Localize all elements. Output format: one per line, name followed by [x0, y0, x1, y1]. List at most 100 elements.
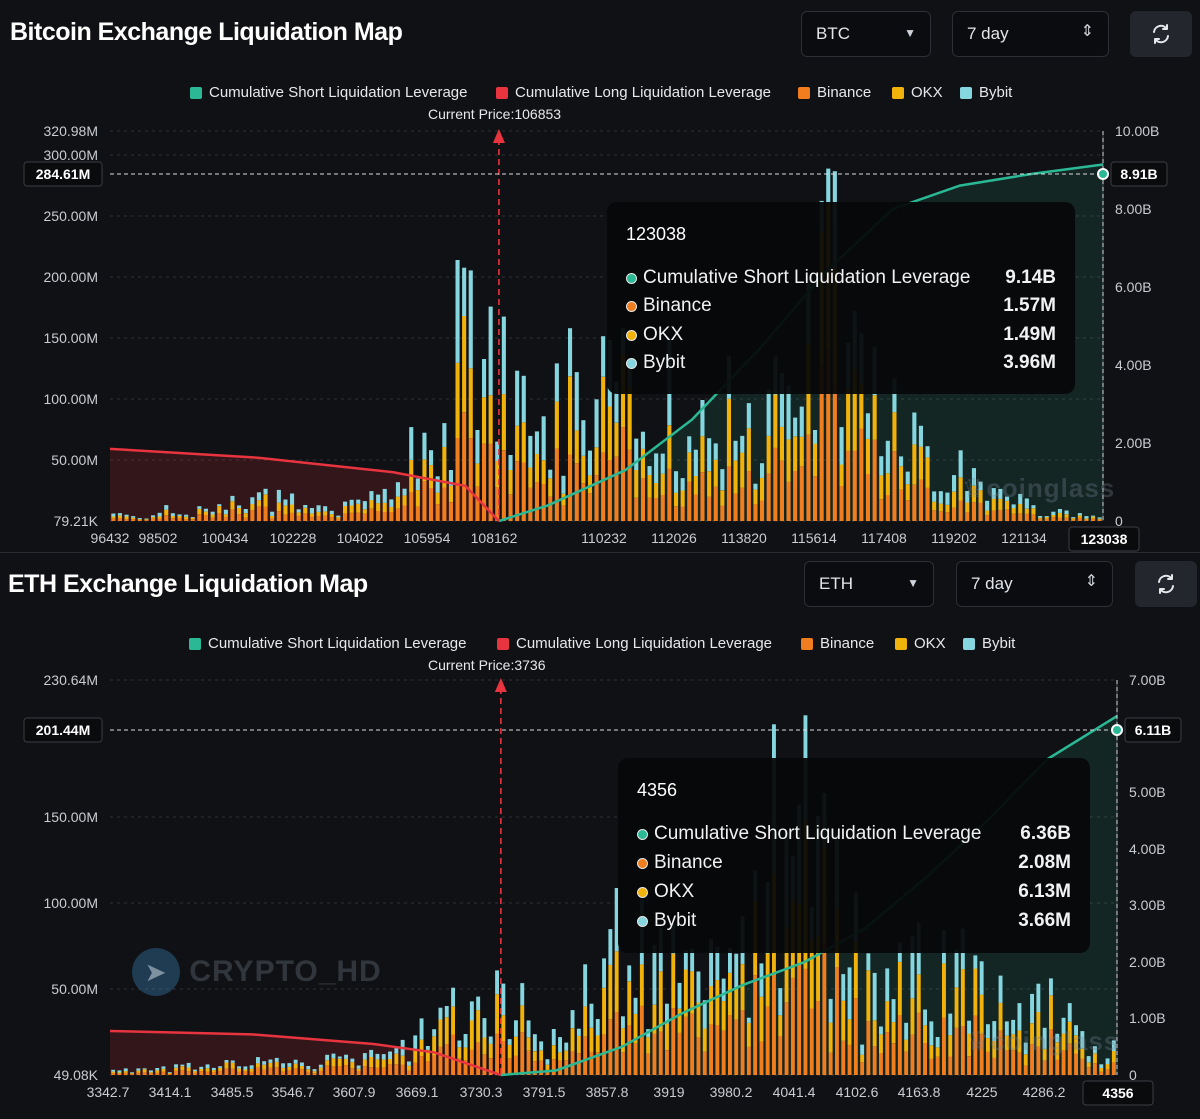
bar-okx: [733, 460, 738, 494]
bar-okx: [891, 1022, 896, 1044]
bar-binance: [124, 519, 129, 521]
bar-bybit: [779, 373, 784, 427]
bar-bybit: [665, 1003, 669, 1024]
bar-binance: [627, 1025, 632, 1075]
bar-okx: [526, 1037, 531, 1051]
tooltip-value: 9.14B: [1005, 267, 1056, 288]
bar-binance: [455, 438, 460, 521]
bar-okx: [574, 430, 579, 464]
bar-okx: [1011, 1034, 1016, 1051]
bar-binance: [375, 1067, 380, 1075]
y-left-tick-label: 300.00M: [44, 147, 98, 163]
bar-okx: [958, 477, 963, 501]
legend-item-okx[interactable]: OKX: [892, 84, 943, 101]
bar-binance: [131, 519, 136, 521]
legend-item-okx[interactable]: OKX: [895, 635, 946, 652]
bar-binance: [293, 1068, 298, 1075]
x-tick-label: 117408: [861, 530, 907, 546]
eth-symbol-select[interactable]: ETH ▼: [804, 561, 934, 607]
btc-period-select[interactable]: 7 day ⇕: [952, 11, 1109, 57]
bar-binance: [389, 512, 394, 521]
bar-bybit: [211, 1067, 216, 1071]
btc-symbol-select[interactable]: BTC ▼: [801, 11, 931, 57]
btc-refresh-button[interactable]: [1130, 11, 1192, 57]
bar-bybit: [1080, 1031, 1085, 1049]
bar-binance: [283, 514, 288, 521]
y-right-tick-label: 2.00B: [1129, 954, 1166, 970]
bar-bybit: [337, 1056, 342, 1059]
bar-okx: [263, 494, 268, 507]
legend-item-bybit[interactable]: Bybit: [963, 635, 1015, 652]
bar-okx: [337, 1058, 342, 1066]
eth-period-select[interactable]: 7 day ⇕: [956, 561, 1113, 607]
crosshair-left-box: [23, 161, 103, 187]
bar-binance: [362, 1066, 367, 1075]
bar-okx: [193, 1071, 197, 1073]
bar-okx: [932, 501, 937, 511]
bar-binance: [218, 1070, 223, 1075]
bar-bybit: [161, 1066, 166, 1069]
bar-okx: [1057, 513, 1062, 518]
bar-okx: [463, 1047, 468, 1061]
eth-refresh-button[interactable]: [1135, 561, 1197, 607]
bar-okx: [382, 502, 387, 512]
legend-item-short[interactable]: Cumulative Short Liquidation Leverage: [189, 635, 467, 652]
bar-binance: [945, 512, 950, 521]
bar-bybit: [541, 416, 546, 461]
legend-item-long[interactable]: Cumulative Long Liquidation Leverage: [497, 635, 772, 652]
legend-item-bybit[interactable]: Bybit: [960, 84, 1012, 101]
bar-binance: [425, 1061, 430, 1075]
bar-bybit: [130, 1072, 134, 1074]
bar-binance: [548, 496, 553, 521]
bar-binance: [1005, 509, 1010, 521]
btc-symbol-value: BTC: [816, 24, 850, 43]
legend-item-long[interactable]: Cumulative Long Liquidation Leverage: [496, 84, 771, 101]
bar-okx: [356, 1068, 361, 1071]
bar-binance: [654, 498, 659, 521]
bar-binance: [111, 1073, 116, 1075]
bar-okx: [336, 517, 341, 519]
y-left-tick-label: 250.00M: [44, 208, 98, 224]
bar-bybit: [501, 316, 506, 395]
bar-bybit: [296, 509, 301, 513]
bar-okx: [170, 516, 175, 519]
bar-binance: [658, 1031, 663, 1075]
bar-bybit: [329, 510, 334, 515]
y-right-tick-label: 6.00B: [1115, 279, 1152, 295]
legend-item-binance[interactable]: Binance: [798, 84, 871, 101]
bar-bybit: [595, 1019, 600, 1036]
bar-okx: [634, 470, 639, 498]
bar-binance: [554, 448, 559, 521]
bar-okx: [905, 484, 910, 501]
bar-binance: [720, 505, 725, 521]
bar-bybit: [193, 1069, 197, 1072]
legend-label-okx: OKX: [914, 635, 946, 652]
legend-item-binance[interactable]: Binance: [801, 635, 874, 652]
bar-okx: [293, 1063, 298, 1069]
bar-binance: [809, 1008, 814, 1075]
bar-bybit: [190, 517, 195, 518]
bar-okx: [123, 1071, 128, 1073]
bar-binance: [111, 518, 116, 521]
x-tick-label: 4286.2: [1023, 1084, 1066, 1100]
bar-bybit: [381, 1054, 386, 1060]
legend-label-long: Cumulative Long Liquidation Leverage: [515, 84, 772, 101]
bar-binance: [998, 509, 1003, 521]
bar-okx: [753, 489, 758, 505]
legend-item-short[interactable]: Cumulative Short Liquidation Leverage: [190, 84, 468, 101]
x-tick-label: 100434: [202, 530, 249, 546]
bar-binance: [784, 1002, 789, 1075]
bar-bybit: [766, 389, 771, 436]
bar-bybit: [923, 1009, 927, 1026]
bar-binance: [164, 515, 169, 521]
bar-okx: [1004, 1035, 1009, 1051]
bar-binance: [806, 434, 811, 521]
bar-binance: [205, 1071, 210, 1075]
bar-okx: [779, 426, 784, 461]
bar-okx: [276, 502, 281, 512]
bar-binance: [872, 1046, 877, 1075]
bar-binance: [822, 939, 827, 1075]
bar-bybit: [576, 1028, 581, 1036]
bar-binance: [539, 1060, 544, 1075]
bar-bybit: [570, 1010, 575, 1029]
